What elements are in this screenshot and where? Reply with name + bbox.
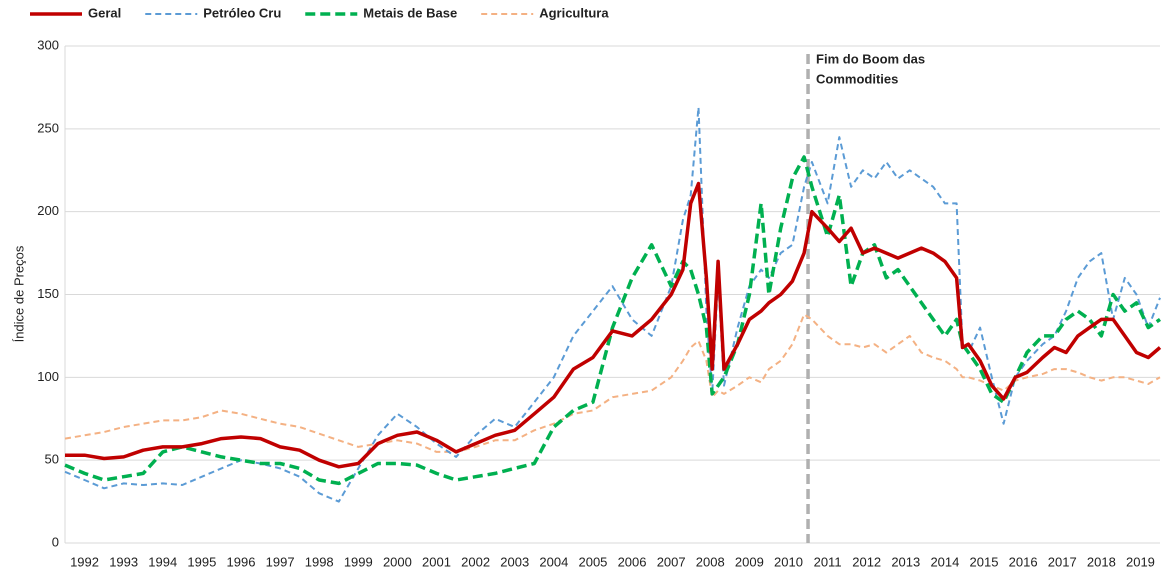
x-tick-label: 2001 bbox=[422, 554, 451, 569]
x-tick-label: 2013 bbox=[891, 554, 920, 569]
legend-label: Geral bbox=[88, 5, 121, 20]
x-tick-label: 1993 bbox=[109, 554, 138, 569]
x-tick-label: 2003 bbox=[500, 554, 529, 569]
annotation-text: Fim do Boom das bbox=[816, 51, 925, 66]
x-tick-label: 2000 bbox=[383, 554, 412, 569]
x-tick-label: 2009 bbox=[735, 554, 764, 569]
x-tick-label: 2015 bbox=[970, 554, 999, 569]
x-tick-label: 2010 bbox=[774, 554, 803, 569]
x-tick-label: 2014 bbox=[930, 554, 959, 569]
y-tick-label: 250 bbox=[37, 120, 59, 135]
legend-label: Petróleo Cru bbox=[203, 5, 281, 20]
y-axis-label: Índice de Preços bbox=[11, 245, 26, 342]
y-tick-label: 150 bbox=[37, 286, 59, 301]
x-tick-label: 1994 bbox=[148, 554, 177, 569]
series-line bbox=[64, 106, 1161, 503]
series-line bbox=[65, 181, 1162, 469]
y-tick-label: 100 bbox=[37, 369, 59, 384]
x-tick-label: 2005 bbox=[578, 554, 607, 569]
y-tick-label: 50 bbox=[45, 452, 59, 467]
legend-label: Metais de Base bbox=[363, 5, 457, 20]
legend-label: Agricultura bbox=[539, 5, 609, 20]
y-tick-label: 0 bbox=[52, 534, 59, 549]
x-tick-label: 2016 bbox=[1009, 554, 1038, 569]
x-tick-label: 2019 bbox=[1126, 554, 1155, 569]
y-tick-label: 300 bbox=[37, 37, 59, 52]
annotation-text: Commodities bbox=[816, 71, 898, 86]
x-tick-label: 2002 bbox=[461, 554, 490, 569]
x-tick-label: 2004 bbox=[539, 554, 568, 569]
x-tick-label: 1996 bbox=[227, 554, 256, 569]
x-tick-label: 2017 bbox=[1048, 554, 1077, 569]
x-tick-label: 2011 bbox=[814, 554, 842, 569]
y-tick-label: 200 bbox=[37, 203, 59, 218]
x-tick-label: 1997 bbox=[266, 554, 295, 569]
x-tick-label: 1995 bbox=[187, 554, 216, 569]
series-line bbox=[64, 155, 1162, 486]
x-tick-label: 2007 bbox=[657, 554, 686, 569]
x-tick-label: 2008 bbox=[696, 554, 725, 569]
x-tick-label: 1998 bbox=[305, 554, 334, 569]
x-tick-label: 1992 bbox=[70, 554, 99, 569]
series-line bbox=[64, 313, 1161, 453]
x-tick-label: 2006 bbox=[618, 554, 647, 569]
x-tick-label: 2018 bbox=[1087, 554, 1116, 569]
x-tick-label: 2012 bbox=[852, 554, 881, 569]
x-tick-label: 1999 bbox=[344, 554, 373, 569]
